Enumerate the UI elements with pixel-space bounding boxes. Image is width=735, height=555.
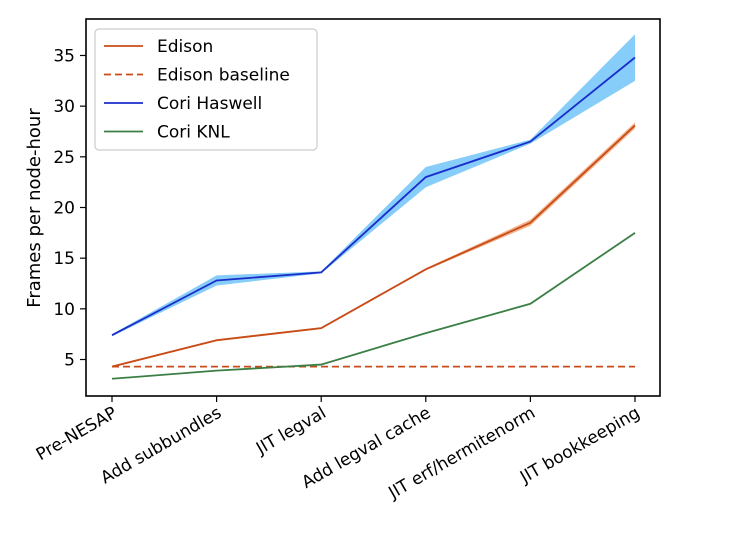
y-axis: 5 10 15 20 25 30 35 (53, 46, 86, 371)
series-lines (111, 56, 636, 380)
legend-label: Edison (157, 37, 213, 57)
legend-label: Cori Haswell (157, 94, 262, 114)
x-tick-label: JIT legval (252, 403, 330, 459)
series-line-2 (111, 56, 636, 336)
y-tick-label: 25 (53, 148, 75, 168)
band-0 (112, 122, 635, 368)
y-tick-label: 10 (53, 300, 75, 320)
series-line-3 (111, 232, 636, 380)
legend-label: Edison baseline (157, 66, 290, 86)
legend-box (94, 28, 318, 151)
y-tick-label: 35 (53, 46, 75, 66)
series-line-0 (111, 124, 636, 368)
confidence-bands (112, 34, 635, 368)
y-axis-label: Frames per node-hour (24, 108, 45, 308)
legend-label: Cori KNL (157, 123, 230, 143)
y-tick-label: 20 (53, 199, 75, 219)
y-tick-label: 30 (53, 97, 75, 117)
legend: Edison Edison baseline Cori Haswell Cori KN… (94, 28, 318, 151)
band-2 (112, 34, 635, 337)
x-tick-label: Pre-NESAP (33, 403, 121, 465)
y-tick-label: 15 (53, 249, 75, 269)
y-tick-label: 5 (64, 351, 75, 371)
